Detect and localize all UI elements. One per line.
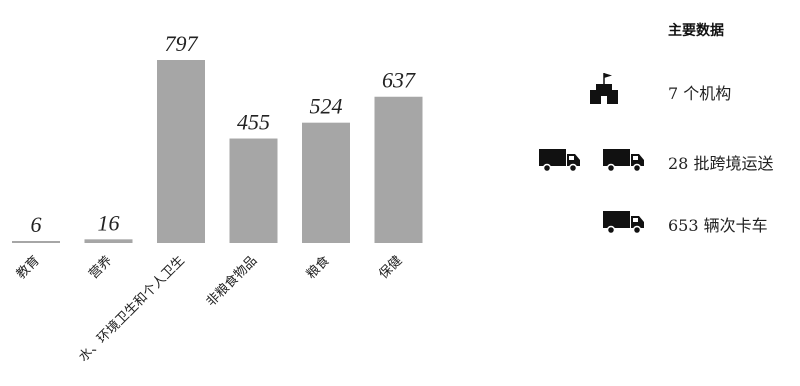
bar — [374, 96, 423, 244]
key-stats-title: 主要数据 — [668, 23, 724, 39]
truck-icon — [539, 149, 580, 173]
bar — [302, 122, 350, 243]
stat-agencies-text: 7 个机构 — [668, 84, 732, 103]
category-label: 营养 — [86, 253, 116, 283]
key-stats-panel: 主要数据 7 个机构 28 批跨境运送 — [520, 0, 800, 386]
stat-row-shipments: 28 批跨境运送 — [520, 140, 800, 180]
category-label: 粮食 — [303, 253, 333, 283]
stat-row-trucks: 653 辆次卡车 — [520, 202, 800, 242]
building-icon — [590, 73, 618, 104]
stat-shipments-text: 28 批跨境运送 — [668, 154, 774, 173]
bar-value-label: 524 — [310, 94, 343, 119]
bar — [12, 241, 60, 243]
bar — [84, 239, 133, 243]
category-label: 非粮食物品 — [203, 253, 260, 310]
bar-value-label: 797 — [165, 31, 199, 56]
bar-value-label: 455 — [237, 110, 270, 135]
category-label: 保健 — [376, 253, 405, 282]
truck-icon — [603, 149, 644, 173]
stat-trucks-text: 653 辆次卡车 — [668, 216, 768, 235]
bar — [229, 138, 278, 243]
bar-value-label: 6 — [31, 212, 42, 237]
bar-value-label: 637 — [382, 68, 416, 93]
category-label: 教育 — [13, 253, 43, 283]
bar — [157, 60, 205, 243]
bar-value-label: 16 — [98, 210, 120, 235]
stat-row-agencies: 7 个机构 — [520, 70, 800, 110]
truck-icon — [603, 211, 644, 235]
